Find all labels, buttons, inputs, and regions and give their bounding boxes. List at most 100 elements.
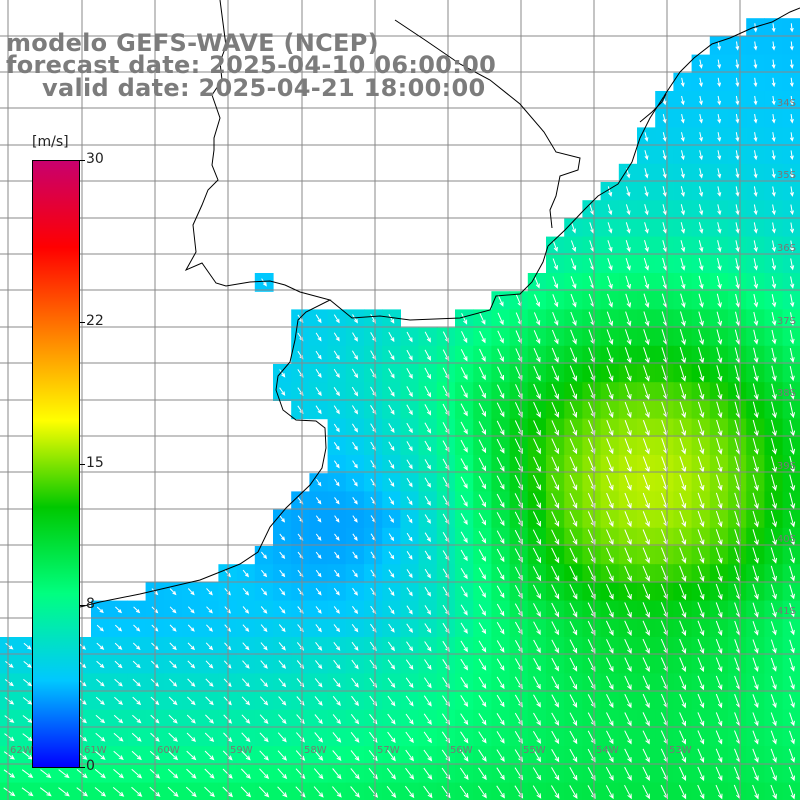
wind-arrow bbox=[569, 712, 578, 727]
wind-arrow bbox=[496, 384, 505, 399]
wind-arrow bbox=[753, 41, 758, 51]
wind-arrow bbox=[770, 602, 777, 618]
wind-arrow bbox=[569, 347, 577, 364]
wind-arrow bbox=[625, 222, 631, 234]
wind-arrow bbox=[496, 603, 505, 617]
wind-arrow bbox=[333, 460, 340, 469]
wind-arrow bbox=[22, 697, 33, 705]
wind-arrow bbox=[406, 514, 413, 524]
wind-arrow bbox=[387, 695, 396, 707]
wind-arrow bbox=[241, 696, 251, 706]
wind-arrow bbox=[697, 401, 705, 419]
wind-arrow bbox=[551, 748, 560, 763]
wind-arrow bbox=[132, 714, 142, 724]
wind-arrow bbox=[533, 658, 541, 672]
wind-arrow bbox=[735, 275, 740, 290]
wind-arrow bbox=[496, 493, 505, 509]
wind-arrow bbox=[716, 401, 723, 419]
wind-arrow bbox=[4, 715, 15, 723]
wind-arrow bbox=[351, 677, 359, 688]
wind-arrow bbox=[789, 365, 795, 382]
wind-arrow bbox=[460, 439, 468, 453]
wind-arrow bbox=[115, 606, 123, 614]
wind-arrow bbox=[550, 785, 560, 799]
wind-arrow bbox=[460, 513, 468, 525]
wind-arrow bbox=[551, 694, 559, 708]
wind-arrow bbox=[131, 786, 143, 797]
wind-arrow bbox=[569, 602, 578, 618]
model-title: modelo GEFS-WAVE (NCEP) bbox=[6, 29, 379, 57]
wind-arrow bbox=[717, 257, 722, 271]
wind-arrow bbox=[716, 419, 723, 437]
wind-arrow bbox=[569, 639, 578, 654]
wind-arrow bbox=[789, 312, 795, 326]
wind-arrow bbox=[717, 114, 722, 124]
wind-arrow bbox=[697, 657, 705, 673]
wind-arrow bbox=[3, 769, 16, 778]
wind-arrow bbox=[423, 695, 432, 707]
wind-arrow bbox=[752, 675, 759, 691]
wind-arrow bbox=[624, 492, 632, 509]
wind-arrow bbox=[169, 588, 177, 596]
wind-arrow bbox=[279, 369, 286, 378]
wind-arrow bbox=[460, 568, 468, 580]
wind-arrow bbox=[735, 95, 740, 106]
wind-arrow bbox=[679, 693, 686, 709]
wind-arrow bbox=[333, 659, 341, 670]
wind-arrow bbox=[697, 730, 705, 745]
wind-arrow bbox=[58, 769, 70, 779]
wind-arrow bbox=[496, 676, 505, 690]
wind-arrow bbox=[715, 693, 723, 709]
wind-arrow bbox=[260, 587, 268, 596]
wind-arrow bbox=[698, 257, 704, 271]
wind-arrow bbox=[533, 676, 541, 690]
wind-arrow bbox=[680, 293, 686, 309]
wind-arrow bbox=[569, 474, 578, 491]
wind-arrow bbox=[698, 311, 704, 327]
wind-arrow bbox=[388, 350, 395, 361]
wind-arrow bbox=[570, 276, 577, 289]
wind-arrow bbox=[642, 657, 650, 673]
wind-arrow bbox=[95, 696, 105, 705]
wind-arrow bbox=[752, 492, 759, 510]
wind-arrow bbox=[496, 640, 505, 653]
wind-arrow bbox=[533, 330, 541, 345]
wind-arrow bbox=[114, 696, 124, 705]
wind-arrow bbox=[406, 349, 413, 361]
wind-arrow bbox=[478, 512, 487, 526]
wind-arrow bbox=[735, 41, 740, 51]
wind-arrow bbox=[789, 77, 794, 88]
wind-arrow bbox=[569, 547, 578, 564]
wind-arrow bbox=[699, 59, 703, 69]
wind-arrow bbox=[167, 786, 179, 797]
wind-arrow bbox=[333, 624, 341, 633]
wind-arrow bbox=[552, 258, 558, 271]
wind-arrow bbox=[240, 786, 252, 798]
wind-arrow bbox=[460, 385, 468, 399]
wind-arrow bbox=[642, 748, 650, 763]
wind-arrow bbox=[424, 550, 431, 561]
wind-arrow bbox=[187, 678, 196, 687]
wind-arrow bbox=[642, 638, 650, 655]
wind-arrow bbox=[789, 510, 796, 528]
wind-arrow bbox=[606, 420, 614, 437]
wind-arrow bbox=[460, 494, 468, 507]
wind-arrow bbox=[571, 222, 576, 234]
wind-arrow bbox=[478, 439, 487, 454]
wind-arrow bbox=[352, 332, 358, 342]
wind-arrow bbox=[624, 547, 632, 564]
wind-arrow bbox=[187, 624, 195, 632]
wind-arrow bbox=[551, 347, 559, 363]
wind-arrow bbox=[551, 438, 559, 455]
wind-arrow bbox=[114, 678, 123, 687]
latitude-label: 36S bbox=[776, 243, 796, 254]
wind-arrow bbox=[460, 586, 468, 598]
wind-arrow bbox=[533, 603, 541, 618]
wind-arrow bbox=[606, 401, 614, 419]
wind-arrow bbox=[735, 311, 741, 327]
wind-arrow bbox=[624, 620, 632, 637]
wind-arrow bbox=[680, 240, 686, 253]
wind-arrow bbox=[606, 492, 614, 509]
wind-arrow bbox=[242, 569, 250, 578]
wind-arrow bbox=[352, 569, 358, 578]
